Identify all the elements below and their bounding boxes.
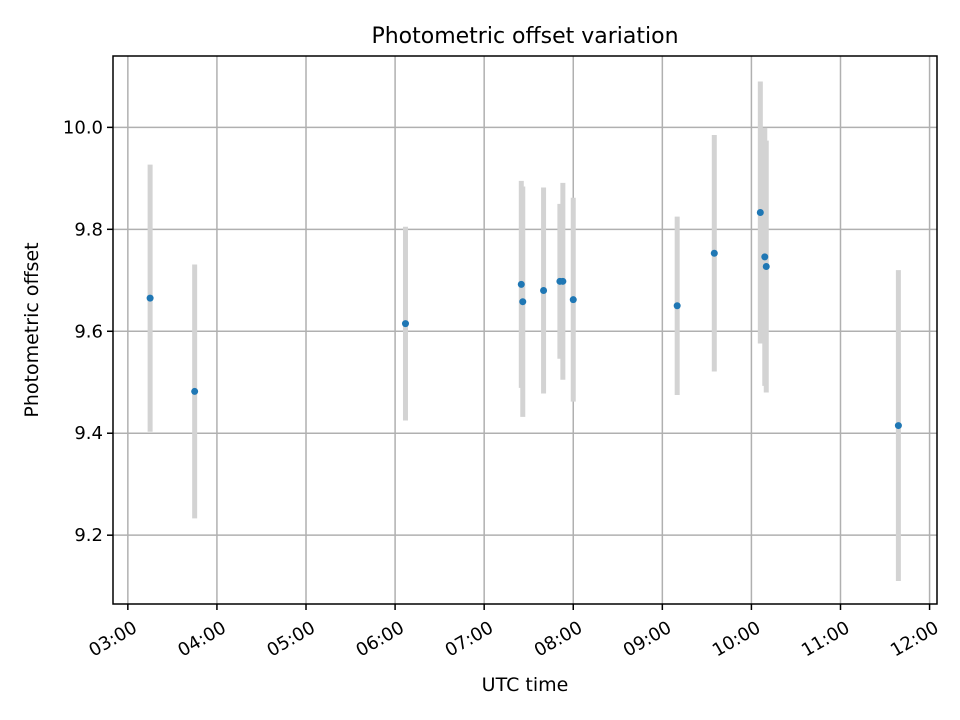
y-tick-label: 10.0 [63, 117, 103, 138]
y-tick-label: 9.6 [74, 321, 103, 342]
data-point [569, 296, 577, 304]
data-point [762, 263, 770, 271]
data-point [146, 294, 154, 302]
chart-title: Photometric offset variation [371, 24, 678, 49]
plot-frame [112, 55, 938, 605]
data-point [756, 208, 764, 216]
data-point [519, 298, 527, 306]
x-axis-label: UTC time [482, 674, 569, 696]
data-point [517, 280, 525, 288]
y-tick-label: 9.4 [74, 423, 103, 444]
data-point [540, 286, 548, 294]
data-point [401, 320, 409, 328]
data-point [761, 253, 769, 261]
data-point [559, 277, 567, 285]
data-point [710, 249, 718, 257]
data-point [894, 422, 902, 430]
y-axis-label: Photometric offset [21, 242, 43, 417]
data-point [191, 387, 199, 395]
y-tick-label: 9.8 [74, 219, 103, 240]
y-tick-label: 9.2 [74, 525, 103, 546]
data-point [673, 302, 681, 310]
point-layer [146, 208, 902, 430]
